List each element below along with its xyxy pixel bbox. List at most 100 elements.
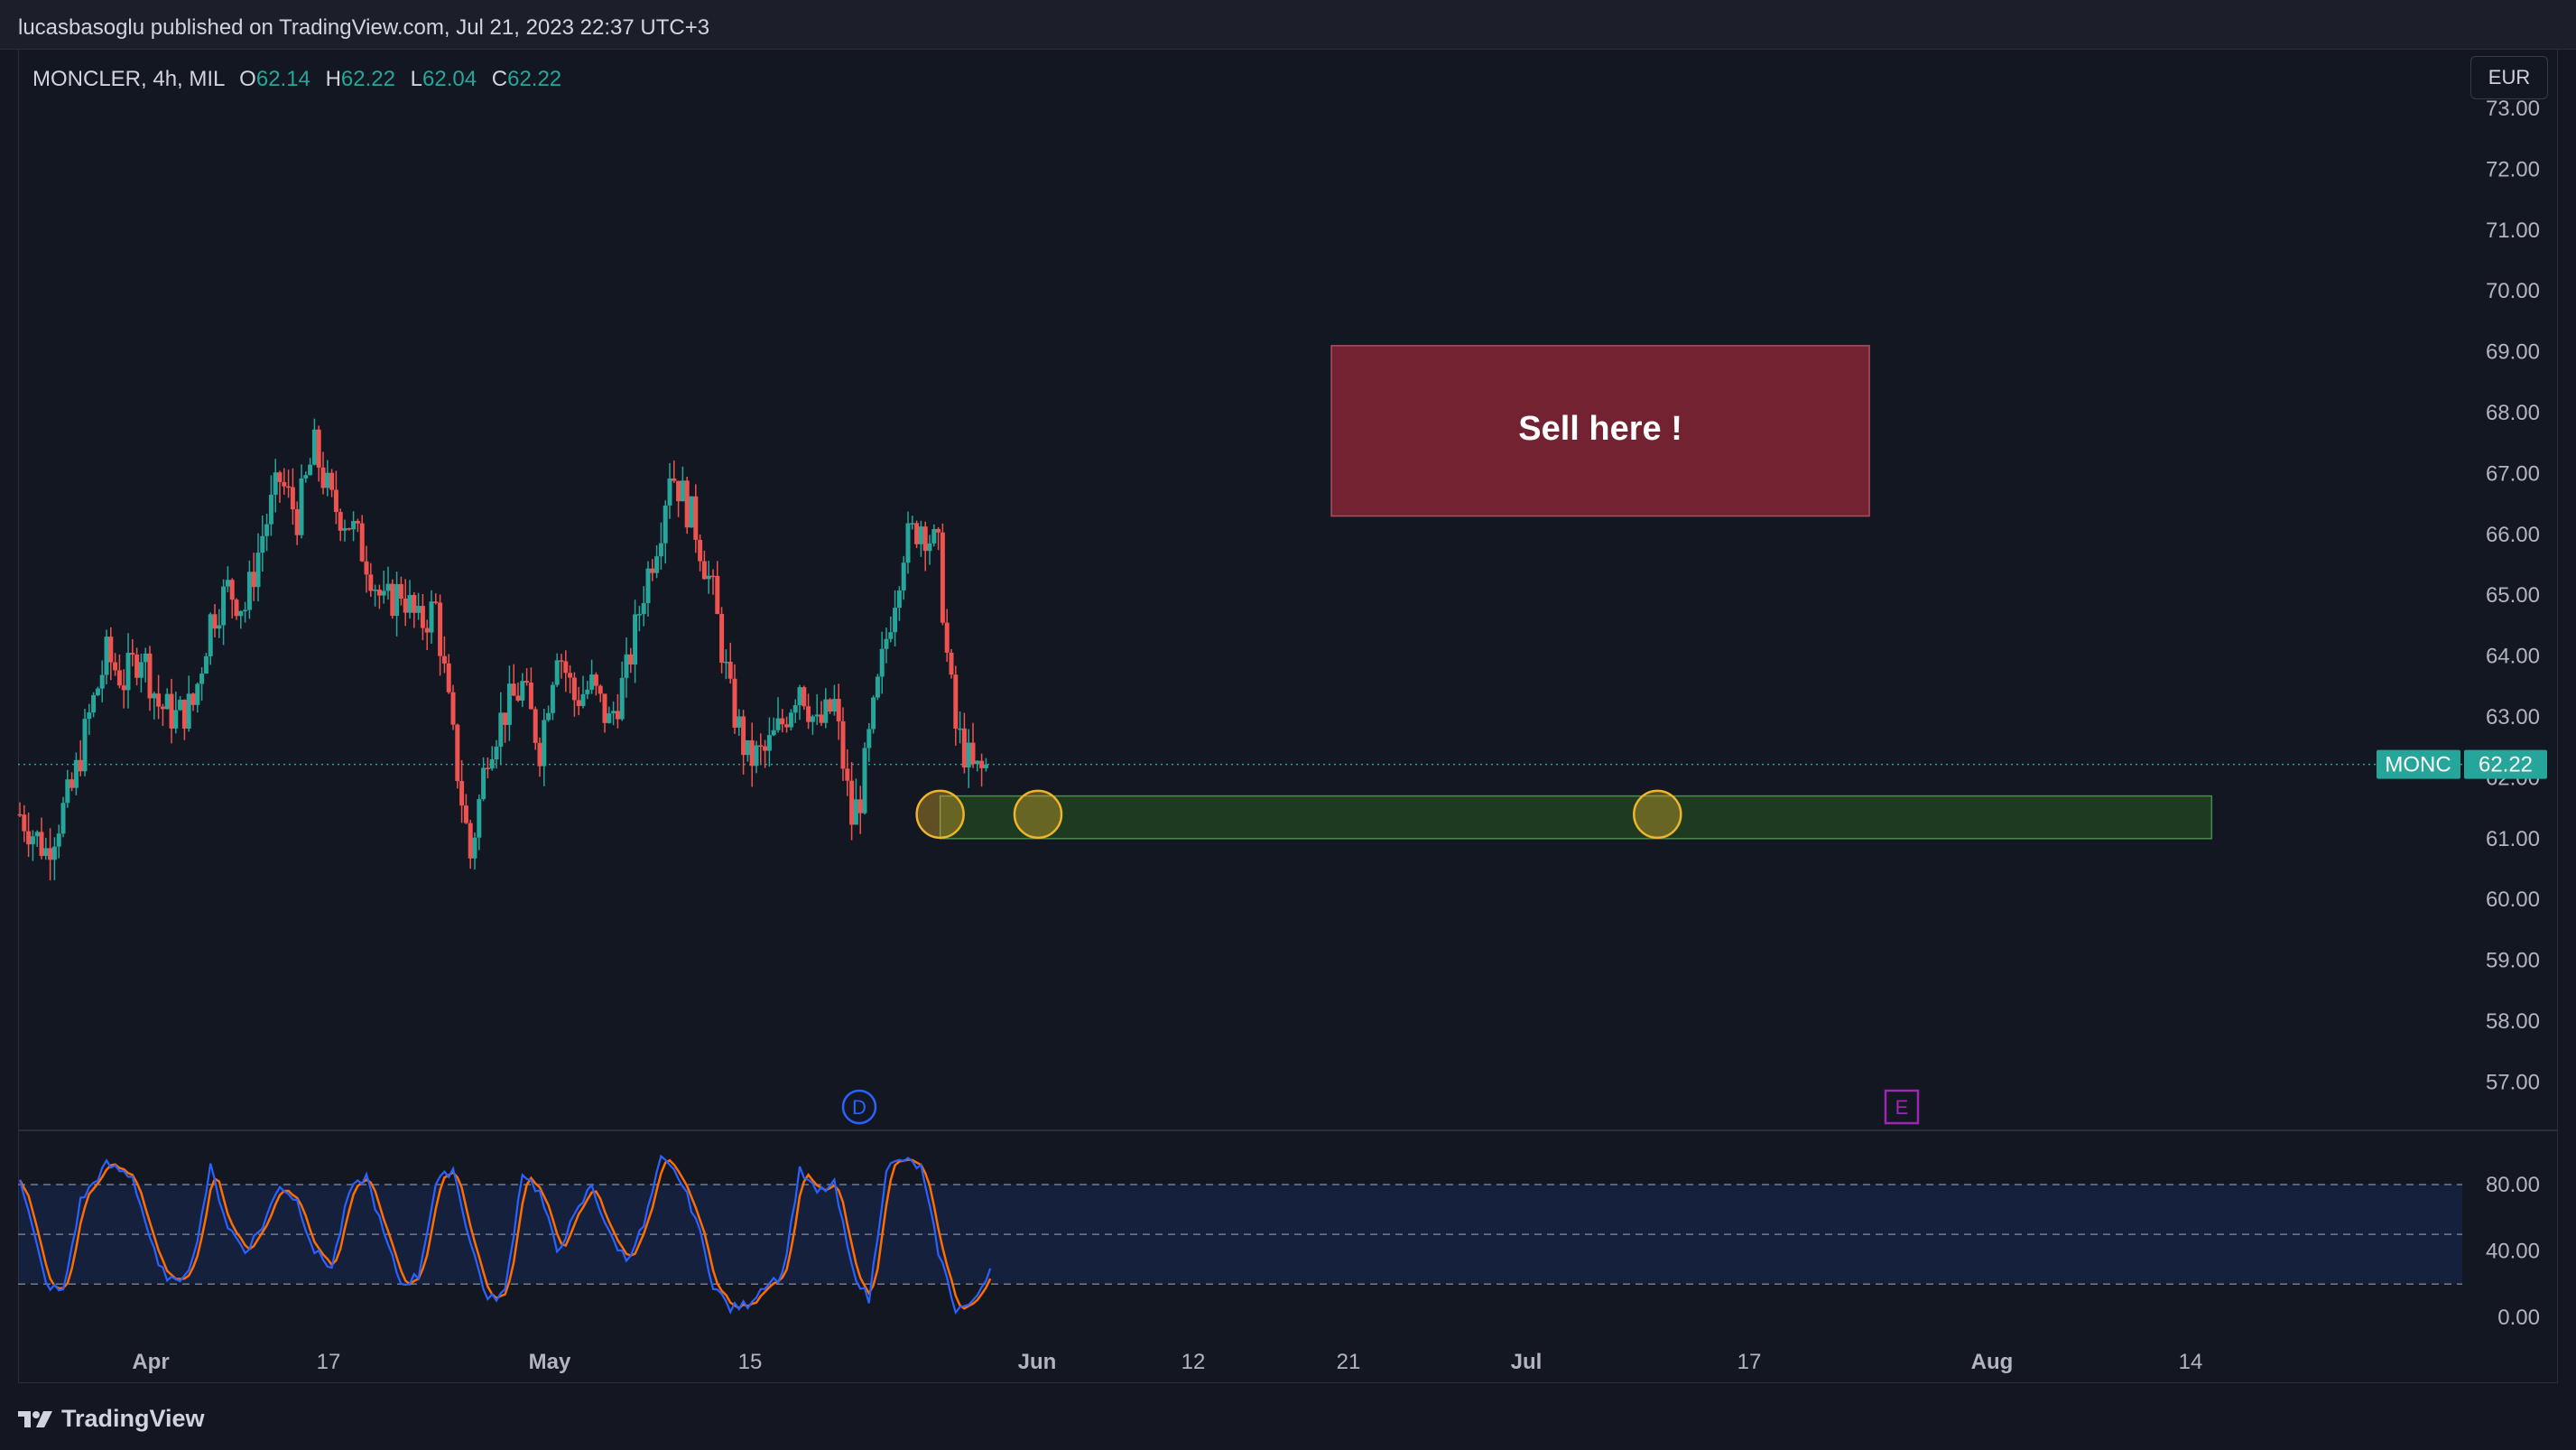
- candle: [316, 425, 321, 482]
- candle: [866, 722, 872, 763]
- candle: [441, 636, 447, 674]
- candle: [294, 501, 300, 545]
- candle-body: [416, 606, 422, 613]
- candle-body: [95, 688, 100, 695]
- candle: [693, 484, 699, 553]
- candle-body: [429, 601, 434, 633]
- candle-body: [823, 699, 829, 723]
- candle: [424, 619, 430, 651]
- candle-body: [243, 609, 248, 612]
- candle: [589, 659, 595, 694]
- candle-body: [246, 572, 252, 610]
- candle-body: [840, 720, 846, 769]
- candle-body: [845, 768, 850, 781]
- candle-body: [91, 694, 97, 713]
- price-axis-label: 68.00: [2486, 401, 2540, 425]
- time-axis-label: Apr: [132, 1350, 169, 1374]
- candle-body: [481, 767, 486, 800]
- candle: [871, 695, 876, 734]
- candle: [784, 716, 790, 733]
- currency-button[interactable]: EUR: [2470, 56, 2548, 99]
- candle: [940, 523, 945, 626]
- candle: [593, 672, 598, 696]
- candle-body: [580, 693, 586, 706]
- low-label: L: [410, 67, 423, 91]
- candle-body: [30, 836, 35, 845]
- price-axis-label: 70.00: [2486, 279, 2540, 303]
- candle-body: [424, 627, 430, 633]
- time-axis-label: Jun: [1018, 1350, 1057, 1374]
- candle-body: [494, 746, 499, 760]
- candle-body: [905, 523, 911, 563]
- candle-body: [710, 575, 716, 578]
- candle-body: [260, 535, 265, 553]
- candle: [771, 717, 776, 737]
- candle-body: [225, 580, 230, 587]
- time-axis: Apr 17 May 15 Jun 12 21 Jul 17 Aug 14: [132, 1350, 2202, 1374]
- candle-body: [26, 831, 32, 845]
- candle-body: [160, 706, 165, 710]
- candle: [949, 648, 954, 679]
- candle: [741, 710, 746, 775]
- candle: [633, 600, 638, 683]
- candle: [719, 607, 725, 674]
- candle: [429, 590, 434, 644]
- candle: [156, 674, 162, 720]
- candle: [95, 686, 100, 697]
- candle-body: [780, 718, 785, 725]
- candle-body: [195, 683, 200, 705]
- candle-body: [958, 728, 963, 730]
- candle: [338, 508, 343, 542]
- candle: [485, 757, 490, 779]
- symbol-info[interactable]: MONCLER, 4h, MIL: [32, 67, 225, 91]
- chart-frame[interactable]: [18, 49, 2558, 1383]
- candle-body: [615, 711, 620, 720]
- candle-body: [737, 716, 742, 728]
- candle-body: [303, 475, 309, 479]
- candle-body: [190, 693, 196, 705]
- candle: [438, 594, 443, 676]
- last-price-value: 62.22: [2479, 753, 2533, 777]
- candle: [26, 812, 32, 858]
- candle-body: [342, 528, 347, 531]
- candle-body: [645, 568, 651, 604]
- candle-body: [806, 706, 811, 722]
- open-label: O: [239, 67, 256, 91]
- candle-body: [619, 677, 625, 720]
- candle: [190, 692, 196, 711]
- candle: [368, 562, 374, 598]
- support-touch-circle: [1633, 789, 1682, 840]
- candle: [542, 709, 547, 786]
- candle-body: [477, 799, 482, 838]
- candle: [364, 545, 369, 593]
- candle: [229, 578, 235, 618]
- candle: [802, 685, 807, 711]
- time-axis-label: 15: [738, 1350, 763, 1374]
- candle: [264, 513, 270, 552]
- candle: [251, 553, 256, 601]
- candle: [701, 550, 707, 581]
- earnings-marker-box: [1884, 1089, 1920, 1125]
- candle: [979, 753, 985, 787]
- candle-body: [602, 693, 607, 723]
- support-zone: [939, 795, 2213, 840]
- candle: [727, 642, 733, 684]
- candle: [416, 592, 422, 620]
- candle-body: [311, 429, 317, 465]
- candle-body: [69, 779, 75, 788]
- candle: [286, 469, 292, 498]
- tradingview-logo[interactable]: TradingView: [16, 1403, 205, 1434]
- candle: [563, 650, 569, 692]
- candle-body: [607, 713, 612, 723]
- candle-body: [663, 505, 668, 544]
- candle-body: [680, 480, 685, 502]
- candle: [104, 629, 109, 684]
- candle: [636, 606, 642, 632]
- candle-body: [286, 486, 292, 488]
- candle: [550, 682, 555, 720]
- candle-body: [43, 848, 49, 857]
- last-price-value-bg: [2464, 749, 2547, 779]
- candle: [792, 699, 798, 723]
- candle-body: [234, 600, 239, 617]
